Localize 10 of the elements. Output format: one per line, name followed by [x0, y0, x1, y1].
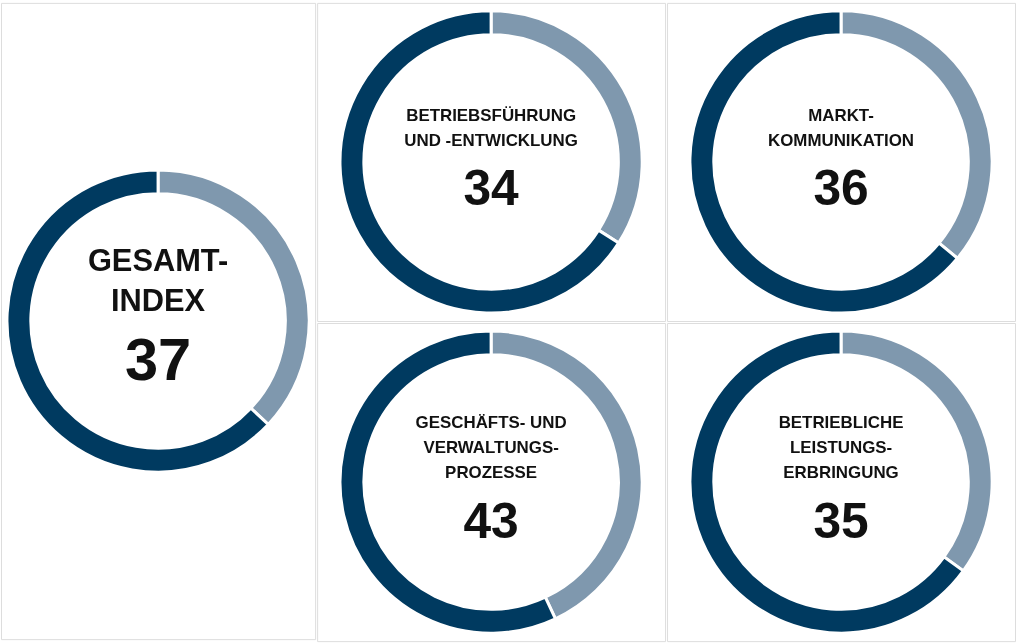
text: 35	[813, 492, 869, 549]
text: 36	[813, 160, 869, 217]
text: BETRIEBLICHE LEISTUNGS- ERBRINGUNG	[778, 413, 904, 483]
text: 43	[463, 492, 519, 549]
text: BETRIEBSFÜHRUNG UND -ENTWICKLUNG	[404, 105, 578, 150]
text: MARKT- KOMMUNIKATION	[768, 105, 915, 150]
text: 34	[463, 160, 520, 217]
text: GESAMT- INDEX	[87, 243, 229, 318]
text: GESCHÄFTS- UND VERWALTUNGS- PROZESSE	[415, 413, 567, 483]
text: 37	[124, 326, 192, 394]
